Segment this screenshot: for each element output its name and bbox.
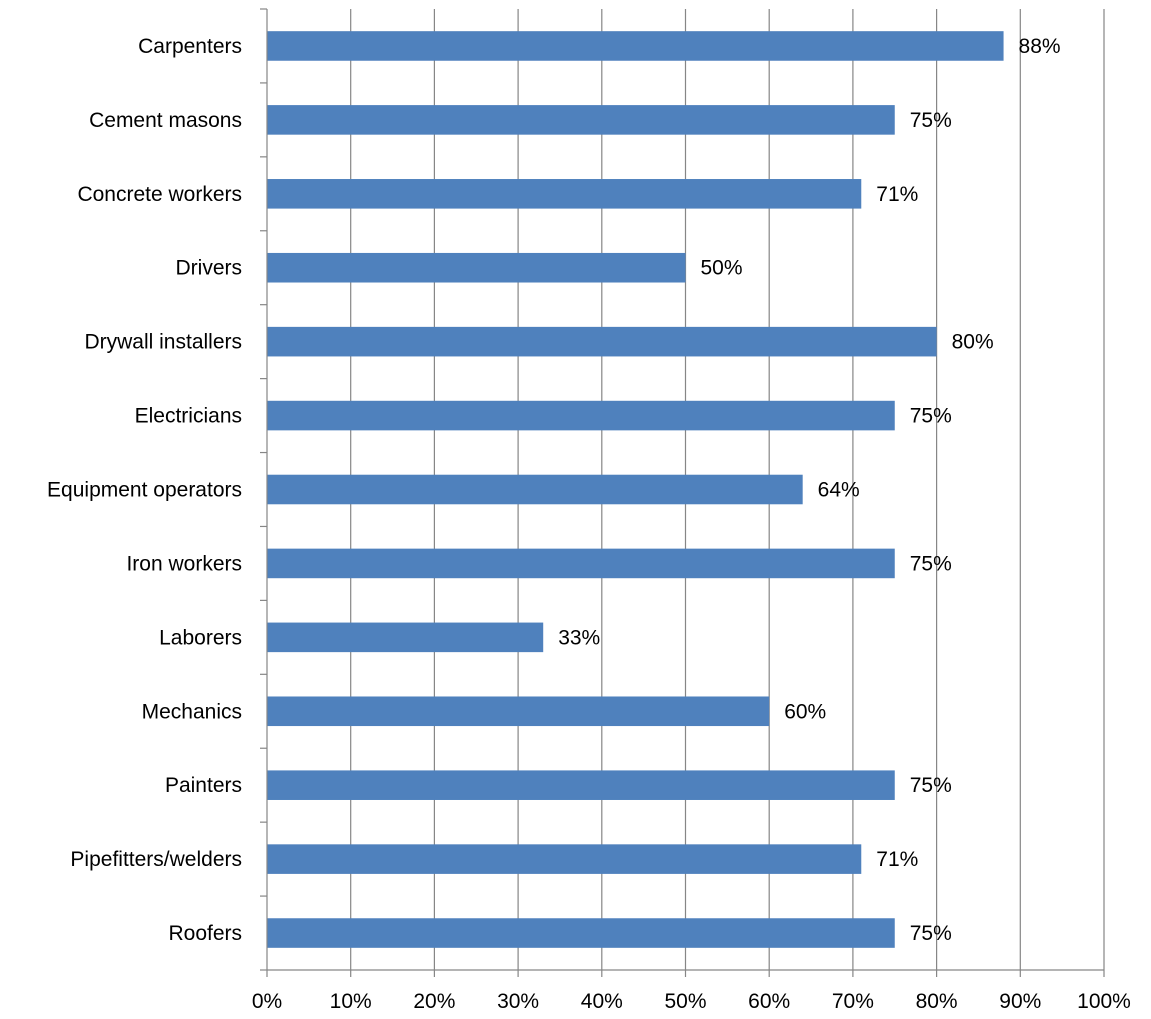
category-label: Concrete workers (77, 183, 242, 206)
category-label: Electricians (135, 405, 242, 428)
category-label: Iron workers (126, 552, 242, 575)
category-label: Drywall installers (84, 331, 242, 354)
bar (267, 474, 803, 505)
data-label: 75% (910, 405, 952, 428)
x-tick-label: 90% (999, 990, 1041, 1013)
data-label: 88% (1019, 35, 1061, 58)
x-tick-label: 20% (413, 990, 455, 1013)
data-label: 75% (910, 774, 952, 797)
category-label: Carpenters (138, 35, 242, 58)
bar (267, 770, 895, 800)
x-tick-label: 60% (748, 990, 790, 1013)
x-tick-label: 80% (916, 990, 958, 1013)
bar (267, 548, 895, 579)
data-label: 71% (876, 183, 918, 206)
axes (260, 8, 1105, 977)
data-label: 50% (701, 257, 743, 280)
data-label: 64% (818, 479, 860, 502)
x-tick-label: 40% (581, 990, 623, 1013)
bar (267, 326, 937, 357)
bar (267, 400, 895, 431)
category-label: Roofers (168, 922, 242, 945)
x-tick-label: 30% (497, 990, 539, 1013)
x-tick-label: 50% (664, 990, 706, 1013)
bar (267, 252, 686, 283)
category-label: Mechanics (142, 700, 242, 723)
category-label: Laborers (159, 626, 242, 649)
bars (267, 31, 1004, 948)
category-label: Pipefitters/welders (70, 848, 242, 871)
data-label: 75% (910, 922, 952, 945)
x-tick-label: 0% (252, 990, 282, 1013)
x-tick-label: 70% (832, 990, 874, 1013)
category-label: Painters (165, 774, 242, 797)
category-label: Cement masons (89, 109, 242, 132)
data-label: 75% (910, 109, 952, 132)
bar (267, 696, 770, 727)
data-label: 80% (952, 331, 994, 354)
bar (267, 105, 895, 135)
labels: 0% 10% 20% 30% 40% 50% 60% 70% 80% 90% 100% Carpent… (47, 35, 1131, 1013)
bar (267, 918, 895, 948)
x-tick-label: 10% (330, 990, 372, 1013)
data-label: 75% (910, 552, 952, 575)
bar (267, 31, 1004, 61)
data-label: 33% (558, 626, 600, 649)
bar (267, 179, 862, 209)
data-label: 60% (784, 700, 826, 723)
x-tick-label: 100% (1077, 990, 1131, 1013)
bar (267, 622, 544, 653)
category-label: Drivers (176, 257, 243, 280)
category-label: Equipment operators (47, 479, 242, 502)
data-label: 71% (876, 848, 918, 871)
bar (267, 844, 862, 874)
